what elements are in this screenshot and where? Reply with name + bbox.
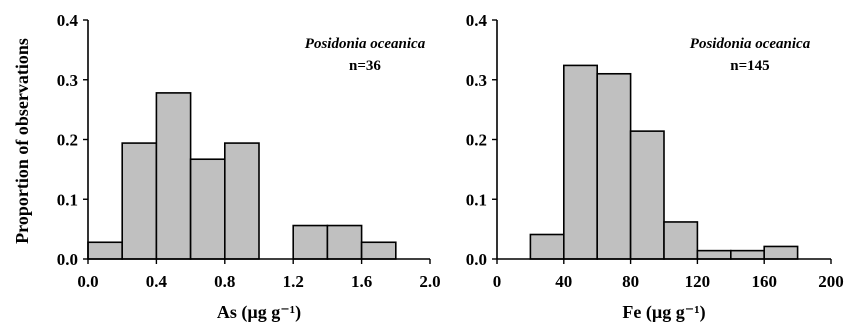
- x-axis-label: As (µg g⁻¹): [217, 302, 301, 323]
- x-tick-label: 0: [493, 272, 502, 291]
- annotation-sample-size: n=145: [730, 58, 769, 74]
- x-tick-label: 80: [622, 272, 639, 291]
- y-tick-label: 0.0: [466, 250, 487, 269]
- x-tick-label: 200: [818, 272, 844, 291]
- histogram-bar: [224, 142, 260, 260]
- annotation-sample-size: n=36: [349, 58, 381, 74]
- histogram-bar: [189, 158, 226, 260]
- histogram-bar: [562, 64, 598, 260]
- x-tick-label: 1.6: [351, 272, 372, 291]
- y-tick-label: 0.4: [466, 11, 488, 30]
- y-axis-label: Proportion of observations: [12, 38, 32, 244]
- chart-panel-fe: 0 40 80 120 160 200 0.0 0.1 0.2 0.3 0.4 Fe (µg g⁻¹)…: [466, 11, 844, 323]
- annotation-species: Posidonia oceanica: [690, 36, 811, 52]
- x-tick-label: 1.2: [283, 272, 304, 291]
- histogram-bar: [87, 241, 124, 260]
- y-tick-label: 0.1: [466, 190, 487, 209]
- x-tick-label: 0.0: [77, 272, 98, 291]
- histogram-bar: [696, 249, 732, 260]
- histogram-bar: [663, 221, 699, 260]
- y-tick-label: 0.4: [57, 11, 79, 30]
- histogram-bar: [763, 245, 799, 260]
- y-tick-label: 0.1: [57, 190, 78, 209]
- annotation-species: Posidonia oceanica: [305, 36, 426, 52]
- histogram-bar: [360, 241, 397, 260]
- y-tick-label: 0.3: [57, 71, 78, 90]
- x-tick-label: 40: [555, 272, 572, 291]
- x-axis-label: Fe (µg g⁻¹): [622, 302, 705, 323]
- x-tick-label: 0.4: [146, 272, 168, 291]
- y-tick-label: 0.0: [57, 250, 78, 269]
- histogram-bar: [629, 130, 665, 260]
- y-tick-label: 0.2: [57, 131, 78, 150]
- x-tick-label: 2.0: [419, 272, 440, 291]
- histogram-bar: [155, 92, 192, 260]
- histogram-bar: [729, 249, 765, 260]
- histogram-bar: [326, 224, 363, 260]
- histogram-bar: [596, 72, 632, 260]
- y-tick-label: 0.3: [466, 71, 487, 90]
- chart-panel-as: 0.0 0.4 0.8 1.2 1.6 2.0 0.0 0.1 0.2 0.3 0.4 As (µg …: [57, 11, 441, 323]
- histogram-bar: [292, 224, 329, 260]
- x-tick-label: 120: [685, 272, 711, 291]
- histogram-bar: [529, 233, 565, 260]
- x-tick-label: 0.8: [214, 272, 235, 291]
- histogram-bar: [121, 142, 158, 260]
- y-tick-label: 0.2: [466, 131, 487, 150]
- x-tick-label: 160: [751, 272, 777, 291]
